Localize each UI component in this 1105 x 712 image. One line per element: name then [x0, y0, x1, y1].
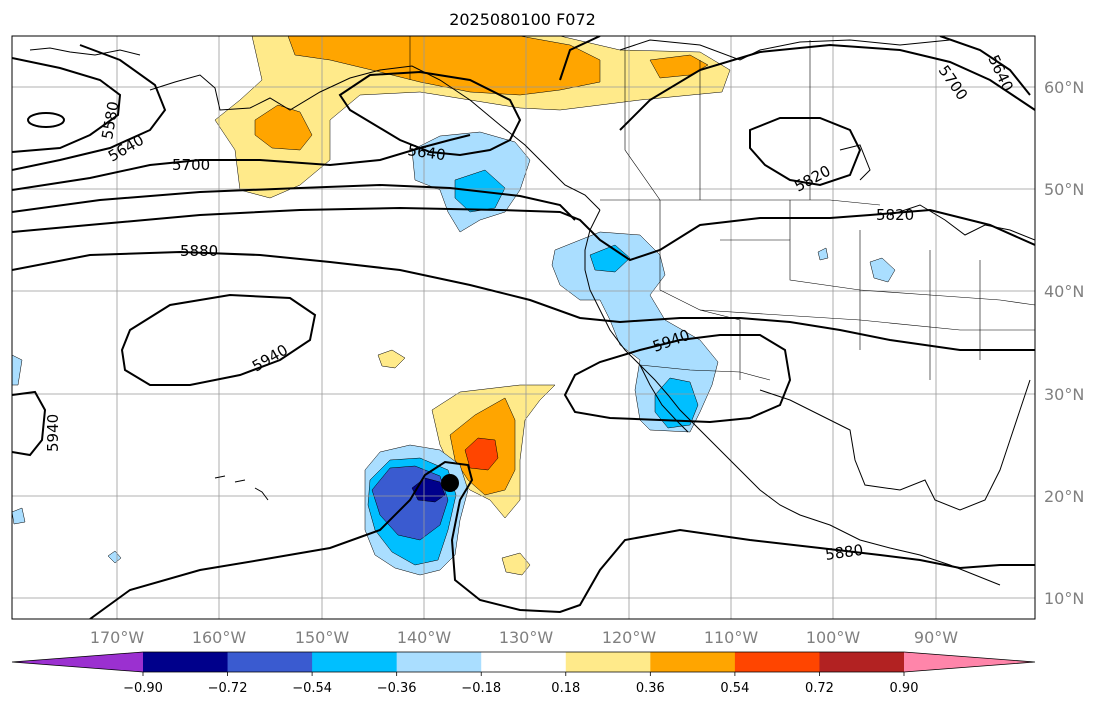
lat-axis-labels: 60°N 50°N 40°N 30°N 20°N 10°N [1044, 78, 1084, 608]
height-contours [12, 36, 1035, 619]
lat-label: 60°N [1044, 78, 1084, 97]
coast-hudson [839, 144, 871, 181]
colorbar-segment [396, 652, 482, 672]
cold-anomaly-baja-core [654, 377, 699, 429]
coast-alaska [149, 65, 601, 211]
contour-5820 [12, 206, 1035, 262]
storm-center-marker [441, 474, 459, 492]
plot-frame [11, 35, 1036, 620]
cold-anomaly-west-edge [12, 354, 23, 386]
border-us-mexico [639, 364, 771, 381]
warm-anomaly-west-core [254, 104, 313, 151]
island-hawaii [214, 475, 269, 501]
colorbar-segment [565, 652, 651, 672]
colorbar-segment [734, 652, 820, 672]
contour-label: 5880 [180, 242, 218, 260]
contour-5700-main [12, 134, 471, 191]
contour-5640-west [12, 44, 167, 171]
contour-label: 5700 [172, 156, 210, 174]
lon-label: 100°W [806, 628, 861, 647]
map-title: 2025080100 F072 [449, 10, 596, 29]
colorbar-tick-label: −0.36 [377, 681, 417, 696]
plot-area [12, 36, 1035, 619]
coast-gulf-mexico [759, 379, 1031, 511]
colorbar-segment [650, 652, 736, 672]
lon-label: 120°W [602, 628, 657, 647]
border-us-canada [600, 199, 881, 206]
coast-west-canada [584, 209, 1001, 586]
lat-label: 20°N [1044, 487, 1084, 506]
colorbar-segment [481, 652, 567, 672]
lon-label: 160°W [192, 628, 247, 647]
cold-anomaly-great-lakes [869, 257, 896, 283]
lon-label: 150°W [295, 628, 350, 647]
contour-5760 [12, 183, 576, 221]
contour-5880-south [89, 460, 1035, 619]
colorbar-tick-label: 0.18 [551, 681, 580, 696]
cold-anomaly-tiny [107, 550, 122, 564]
contour-5880 [12, 250, 1035, 351]
colorbar-tick-label: −0.54 [292, 681, 332, 696]
lat-label: 30°N [1044, 385, 1084, 404]
colorbar: −0.90 −0.72 −0.54 −0.36 −0.18 0.18 0.36 0.54 0.7… [11, 651, 1036, 696]
cold-anomaly-small [817, 247, 829, 261]
colorbar-tick-label: −0.18 [461, 681, 501, 696]
cold-anomaly-west-edge-2 [12, 507, 26, 525]
lat-label: 50°N [1044, 180, 1084, 199]
contour-5940-east [563, 334, 792, 424]
coast-baja [639, 364, 689, 433]
warm-anomaly-small-1 [377, 349, 406, 369]
coast-north [619, 39, 951, 61]
border-states-4 [699, 309, 1035, 331]
colorbar-tick-label: −0.90 [123, 681, 163, 696]
lon-label: 140°W [397, 628, 452, 647]
gridlines [12, 36, 1035, 619]
contour-5940-west [120, 293, 317, 386]
colorbar-tick-label: −0.72 [208, 681, 248, 696]
contour-low-center [27, 112, 65, 128]
warm-anomaly-north-core [287, 36, 601, 96]
colorbar-tick-label: 0.54 [720, 681, 749, 696]
colorbar-segment [227, 652, 313, 672]
contour-label: 5640 [406, 141, 446, 164]
border-province-1 [624, 36, 661, 201]
anomaly-shading [12, 36, 896, 576]
colorbar-extend-high [904, 652, 1035, 672]
borders [409, 36, 1035, 381]
contour-label: 5820 [876, 206, 914, 224]
colorbar-segment [143, 652, 229, 672]
lon-label: 90°W [914, 628, 958, 647]
colorbar-extend-low [12, 652, 143, 672]
contour-5640-gulf [338, 70, 522, 157]
lon-label: 130°W [499, 628, 554, 647]
contour-5820-ring [749, 117, 862, 187]
contour-5640-ne [939, 36, 1031, 96]
colorbar-tick-label: 0.90 [890, 681, 919, 696]
coastlines [29, 39, 1035, 586]
lat-label: 10°N [1044, 589, 1084, 608]
warm-anomaly-north [214, 36, 731, 199]
colorbar-segment [312, 652, 398, 672]
contour-5700-ne [559, 36, 1035, 131]
colorbar-segment [819, 652, 905, 672]
colorbar-tick-label: 0.72 [805, 681, 834, 696]
lon-axis-labels: 170°W 160°W 150°W 140°W 130°W 120°W 110°… [90, 628, 958, 647]
colorbar-tick-label: 0.36 [636, 681, 665, 696]
contour-5940-left [12, 390, 47, 457]
lon-label: 110°W [704, 628, 759, 647]
contour-label: 5940 [44, 414, 62, 452]
border-states-3 [789, 200, 981, 380]
lon-label: 170°W [90, 628, 145, 647]
coast-east-canada [889, 204, 1035, 241]
warm-anomaly-subtropical-max [464, 437, 499, 471]
island-aleutians [29, 47, 141, 56]
lat-label: 40°N [1044, 282, 1084, 301]
contour-label: 5880 [824, 541, 864, 564]
contour-5580 [12, 57, 122, 153]
